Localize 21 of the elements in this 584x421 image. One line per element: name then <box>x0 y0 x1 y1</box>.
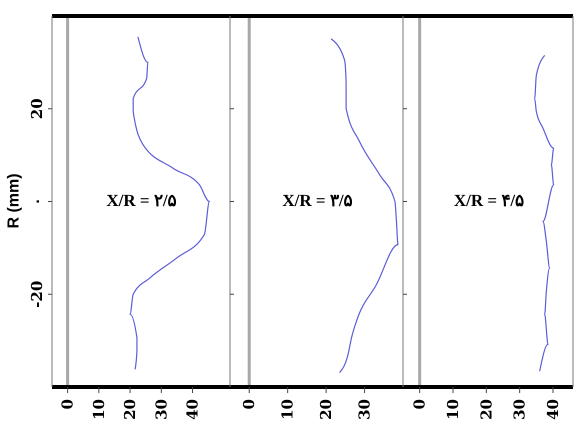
x-tick-label: 30 <box>510 399 529 420</box>
x-tick-label: 20 <box>477 399 496 420</box>
x-tick-label: 10 <box>444 399 462 420</box>
y-tick-label: -20 <box>28 280 46 308</box>
x-tick-label: 20 <box>121 399 140 420</box>
annotation: X/R = ۳/۵ <box>281 190 354 211</box>
annotation: X/R = ۴/۵ <box>452 190 526 211</box>
x-tick-label: 40 <box>184 399 202 420</box>
y-tick-label: ۰ <box>28 198 46 206</box>
x-tick-label: 30 <box>356 399 374 420</box>
x-tick-label: 40 <box>544 399 562 420</box>
x-tick-label: 0 <box>58 399 77 410</box>
x-tick-label: 10 <box>90 399 108 420</box>
x-tick-label: 10 <box>278 399 297 420</box>
y-tick-label: 20 <box>28 98 46 120</box>
x-tick-label: 30 <box>152 399 170 420</box>
x-tick-label: 20 <box>317 399 336 420</box>
annotation: X/R = ۲/۵ <box>105 190 178 211</box>
x-tick-label: 0 <box>240 399 258 410</box>
y-axis-title: R (mm) <box>6 173 22 229</box>
x-tick-label: 0 <box>410 399 429 410</box>
